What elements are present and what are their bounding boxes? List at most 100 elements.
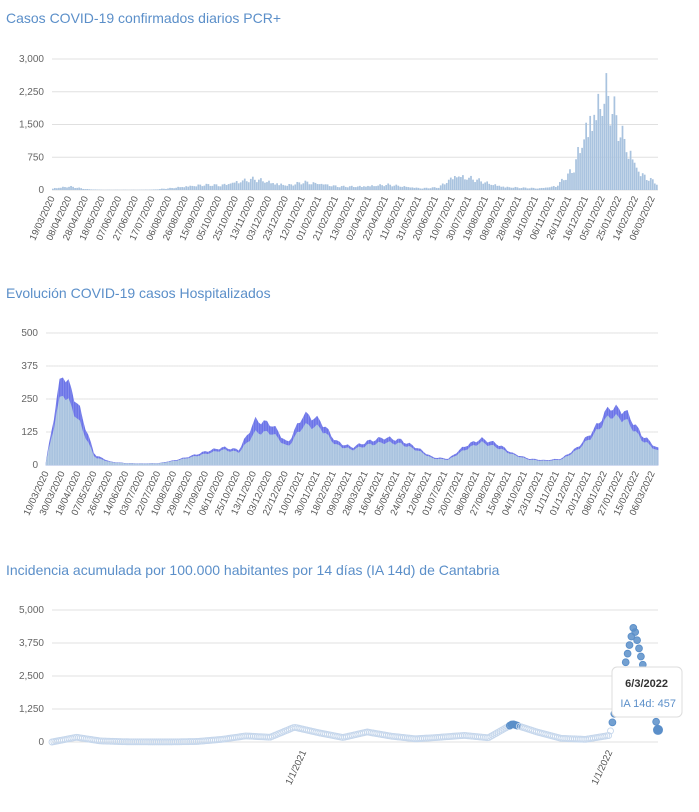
y-tick-label: 500: [21, 328, 38, 339]
bar: [507, 187, 509, 190]
bar: [159, 189, 161, 190]
bar: [377, 186, 379, 190]
bar: [442, 184, 444, 190]
bar: [381, 185, 383, 190]
bar: [395, 185, 397, 190]
bar: [599, 109, 601, 190]
bar: [569, 169, 571, 190]
bar: [391, 186, 393, 190]
bar: [260, 178, 262, 190]
bar: [591, 131, 593, 190]
bar: [452, 179, 454, 190]
bar: [385, 185, 387, 190]
bar: [292, 186, 294, 190]
bar: [345, 187, 347, 190]
bar: [193, 186, 195, 190]
bar: [612, 114, 614, 190]
bar: [561, 179, 563, 190]
bar: [161, 189, 163, 190]
bar: [620, 137, 622, 190]
bar: [527, 188, 529, 190]
y-tick-label: 5,000: [19, 605, 44, 616]
bar: [468, 178, 470, 190]
bar: [54, 188, 56, 190]
bar: [183, 187, 185, 190]
bar: [337, 187, 339, 190]
bar: [84, 189, 86, 190]
bar: [632, 159, 634, 190]
bar: [232, 183, 234, 190]
bar: [191, 186, 193, 190]
bar: [367, 186, 369, 190]
bar: [238, 183, 240, 190]
bar: [339, 187, 341, 190]
bar: [521, 188, 523, 190]
bar: [410, 188, 412, 190]
bar: [327, 184, 329, 190]
bar: [618, 141, 620, 190]
bar: [72, 187, 74, 190]
point: [634, 637, 641, 644]
bar: [258, 180, 260, 190]
bar: [52, 189, 54, 190]
bar: [597, 94, 599, 190]
bar: [490, 185, 492, 190]
bar: [387, 183, 389, 190]
tooltip-value: IA 14d: 457: [620, 698, 676, 710]
bar: [432, 187, 434, 190]
y-tick-label: 2,250: [19, 87, 44, 98]
bar: [424, 188, 426, 190]
bar: [519, 188, 521, 190]
bar: [622, 126, 624, 190]
bar: [167, 188, 169, 190]
bar: [539, 188, 541, 190]
bar: [242, 180, 244, 190]
bar: [610, 125, 612, 190]
bar: [624, 139, 626, 190]
bar: [630, 151, 632, 190]
bar: [90, 189, 92, 190]
bar: [375, 186, 377, 190]
bar: [614, 96, 616, 190]
bar: [70, 186, 72, 190]
y-tick-label: 250: [21, 394, 38, 405]
bar: [169, 188, 171, 190]
bar: [210, 186, 212, 190]
bar: [648, 181, 650, 190]
bar: [199, 185, 201, 190]
point: [632, 629, 639, 636]
bar: [284, 185, 286, 190]
bar: [488, 184, 490, 190]
bar: [533, 188, 535, 190]
bar: [440, 185, 442, 190]
bar: [426, 188, 428, 190]
bar: [575, 159, 577, 190]
bar: [371, 185, 373, 190]
bar: [179, 187, 181, 190]
bar: [616, 115, 618, 190]
bar: [482, 184, 484, 190]
bar: [270, 183, 272, 190]
point: [636, 645, 643, 652]
bar: [341, 186, 343, 190]
bar: [349, 186, 351, 190]
y-tick-label: 3,750: [19, 638, 44, 649]
bar: [515, 187, 517, 190]
bar: [480, 181, 482, 190]
bar: [454, 176, 456, 190]
bar: [567, 174, 569, 190]
bar: [355, 187, 357, 190]
bar: [224, 184, 226, 190]
bar: [226, 185, 228, 190]
bar: [365, 187, 367, 190]
bar: [583, 139, 585, 190]
bar: [298, 182, 300, 190]
bar: [361, 187, 363, 190]
bar: [240, 182, 242, 190]
bar: [543, 188, 545, 190]
y-tick-label: 0: [32, 460, 38, 471]
bar: [353, 187, 355, 190]
y-tick-label: 2,500: [19, 671, 44, 682]
bar: [593, 115, 595, 190]
bar: [195, 186, 197, 190]
